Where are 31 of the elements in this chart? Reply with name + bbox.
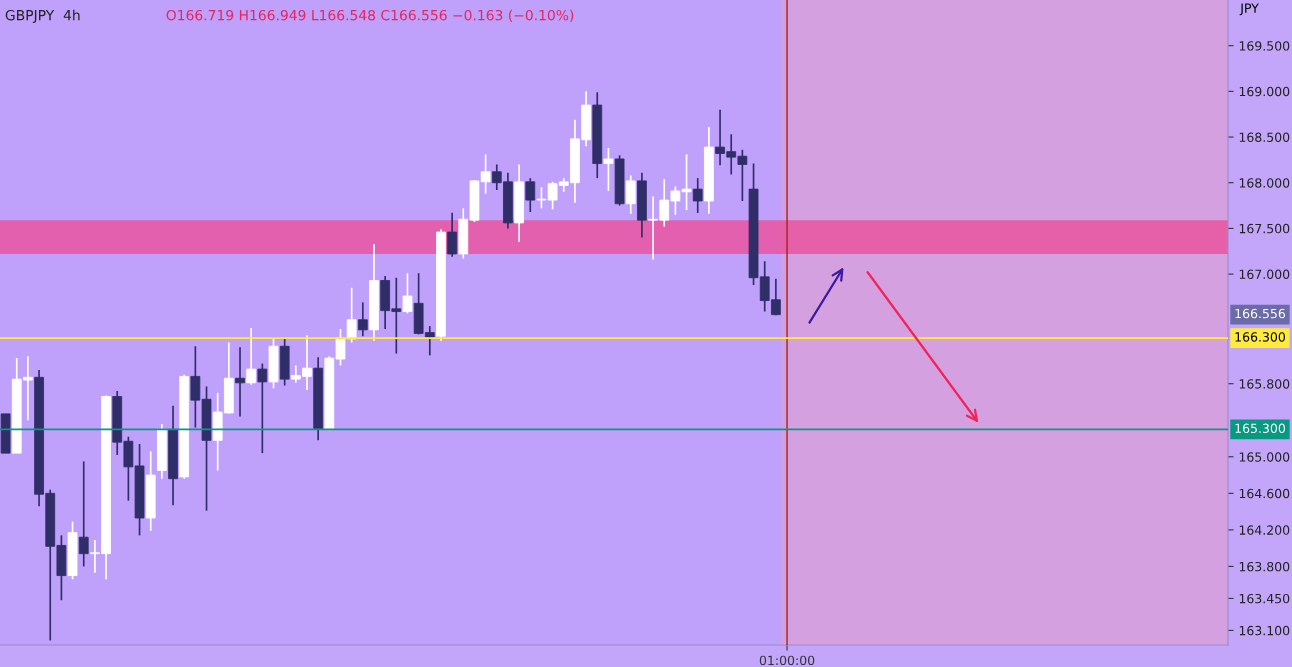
y-tick-label: 167.000	[1239, 269, 1290, 280]
y-axis-title: JPY	[1239, 3, 1259, 16]
candlestick	[692, 177, 703, 214]
text: GBPJPY 4h	[5, 9, 80, 24]
y-tick-label: 167.500	[1239, 223, 1290, 234]
text: O166.719 H166.949 L166.548 C166.556 −0.163 (−0.10%)	[166, 9, 574, 23]
y-tick-label: 164.200	[1239, 525, 1290, 535]
candlestick	[246, 327, 257, 386]
ref-line-label: 166.300	[1235, 332, 1285, 342]
text: 166.556	[1235, 308, 1286, 319]
candlestick	[525, 177, 536, 213]
y-tick-label: 168.000	[1239, 178, 1290, 188]
candlestick	[235, 346, 245, 418]
y-tick-label: 164.600	[1239, 488, 1290, 499]
x-tick-label: 01:00:00	[759, 655, 815, 666]
y-tick-label: 163.100	[1239, 625, 1290, 636]
y-tick-label: 165.000	[1239, 452, 1290, 462]
y-tick-label: 169.000	[1239, 86, 1290, 97]
candlestick	[357, 301, 368, 338]
y-tick-label: 163.450	[1239, 593, 1290, 604]
y-tick-label: 169.500	[1239, 41, 1290, 51]
candlestick	[257, 362, 268, 454]
candlestick	[402, 272, 413, 315]
y-tick-label: 168.500	[1239, 132, 1290, 142]
ref-line-label: 165.300	[1235, 423, 1285, 434]
candlestick	[78, 460, 89, 568]
candlestick	[447, 212, 458, 258]
candlestick	[603, 147, 614, 192]
y-tick-label: 163.800	[1239, 561, 1290, 572]
candlestick	[625, 174, 636, 215]
y-tick-label: 165.800	[1239, 379, 1290, 389]
